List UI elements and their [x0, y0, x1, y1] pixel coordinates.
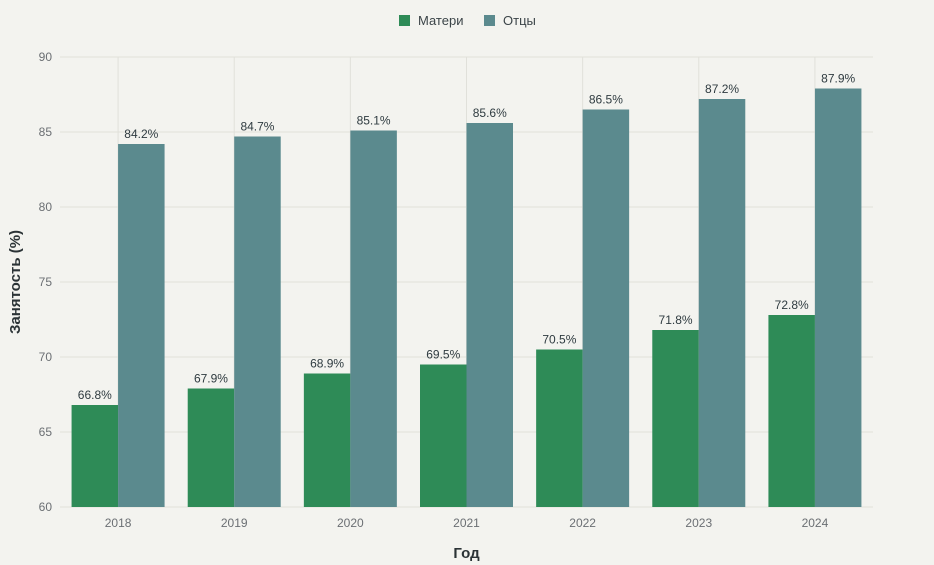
y-tick-label: 60: [39, 500, 53, 514]
x-axis-title: Год: [453, 545, 480, 562]
x-tick-label: 2020: [337, 516, 364, 530]
data-label: 72.8%: [775, 298, 809, 312]
y-tick-label: 65: [39, 425, 53, 439]
y-tick-label: 85: [39, 125, 53, 139]
legend-item-mothers[interactable]: Матери: [399, 13, 463, 28]
data-label: 86.5%: [589, 93, 623, 107]
data-label: 71.8%: [659, 313, 693, 327]
y-axis-title: Занятость (%): [7, 230, 24, 334]
data-label: 66.8%: [78, 388, 112, 402]
data-label: 87.2%: [705, 82, 739, 96]
bar-mothers-2021: [420, 364, 467, 507]
legend-label: Матери: [418, 13, 463, 28]
x-tick-label: 2024: [802, 516, 829, 530]
legend-label: Отцы: [503, 13, 536, 28]
data-label: 68.9%: [310, 357, 344, 371]
x-tick-label: 2018: [105, 516, 132, 530]
legend-swatch: [484, 15, 495, 26]
y-tick-label: 90: [39, 50, 53, 64]
x-axis-ticks: 2018 2019 2020 2021 2022 2023 2024: [105, 516, 829, 530]
bar-mothers-2020: [303, 373, 351, 507]
legend-item-fathers[interactable]: Отцы: [484, 13, 536, 28]
x-tick-label: 2021: [453, 516, 480, 530]
data-label: 70.5%: [542, 333, 576, 347]
bar-mothers-2019: [187, 388, 235, 507]
bars: [71, 88, 862, 507]
data-label: 87.9%: [821, 72, 855, 86]
bar-fathers-2019: [234, 136, 281, 507]
bar-fathers-2020: [350, 130, 397, 507]
bar-fathers-2023: [698, 99, 746, 507]
y-tick-label: 80: [39, 200, 53, 214]
legend: Матери Отцы: [399, 13, 536, 28]
y-axis-ticks: 60 65 70 75 80 85 90: [39, 50, 53, 514]
legend-swatch: [399, 15, 410, 26]
data-label: 85.6%: [473, 106, 507, 120]
data-label: 67.9%: [194, 372, 228, 386]
data-label: 69.5%: [426, 348, 460, 362]
data-label: 84.7%: [240, 120, 274, 134]
bar-mothers-2022: [536, 349, 583, 507]
y-tick-label: 75: [39, 275, 53, 289]
y-tick-label: 70: [39, 350, 53, 364]
bar-mothers-2023: [652, 330, 699, 507]
bar-mothers-2024: [768, 315, 815, 507]
bar-fathers-2024: [814, 88, 862, 507]
data-label: 84.2%: [124, 127, 158, 141]
bar-fathers-2022: [582, 109, 630, 507]
x-tick-label: 2019: [221, 516, 248, 530]
x-tick-label: 2022: [569, 516, 596, 530]
bar-mothers-2018: [71, 405, 119, 507]
bar-fathers-2018: [118, 144, 165, 507]
data-labels: 66.8% 67.9% 68.9% 69.5% 70.5% 71.8% 72.8% 84.2%…: [78, 72, 856, 403]
x-tick-label: 2023: [685, 516, 712, 530]
data-label: 85.1%: [357, 114, 391, 128]
bar-fathers-2021: [466, 123, 513, 507]
